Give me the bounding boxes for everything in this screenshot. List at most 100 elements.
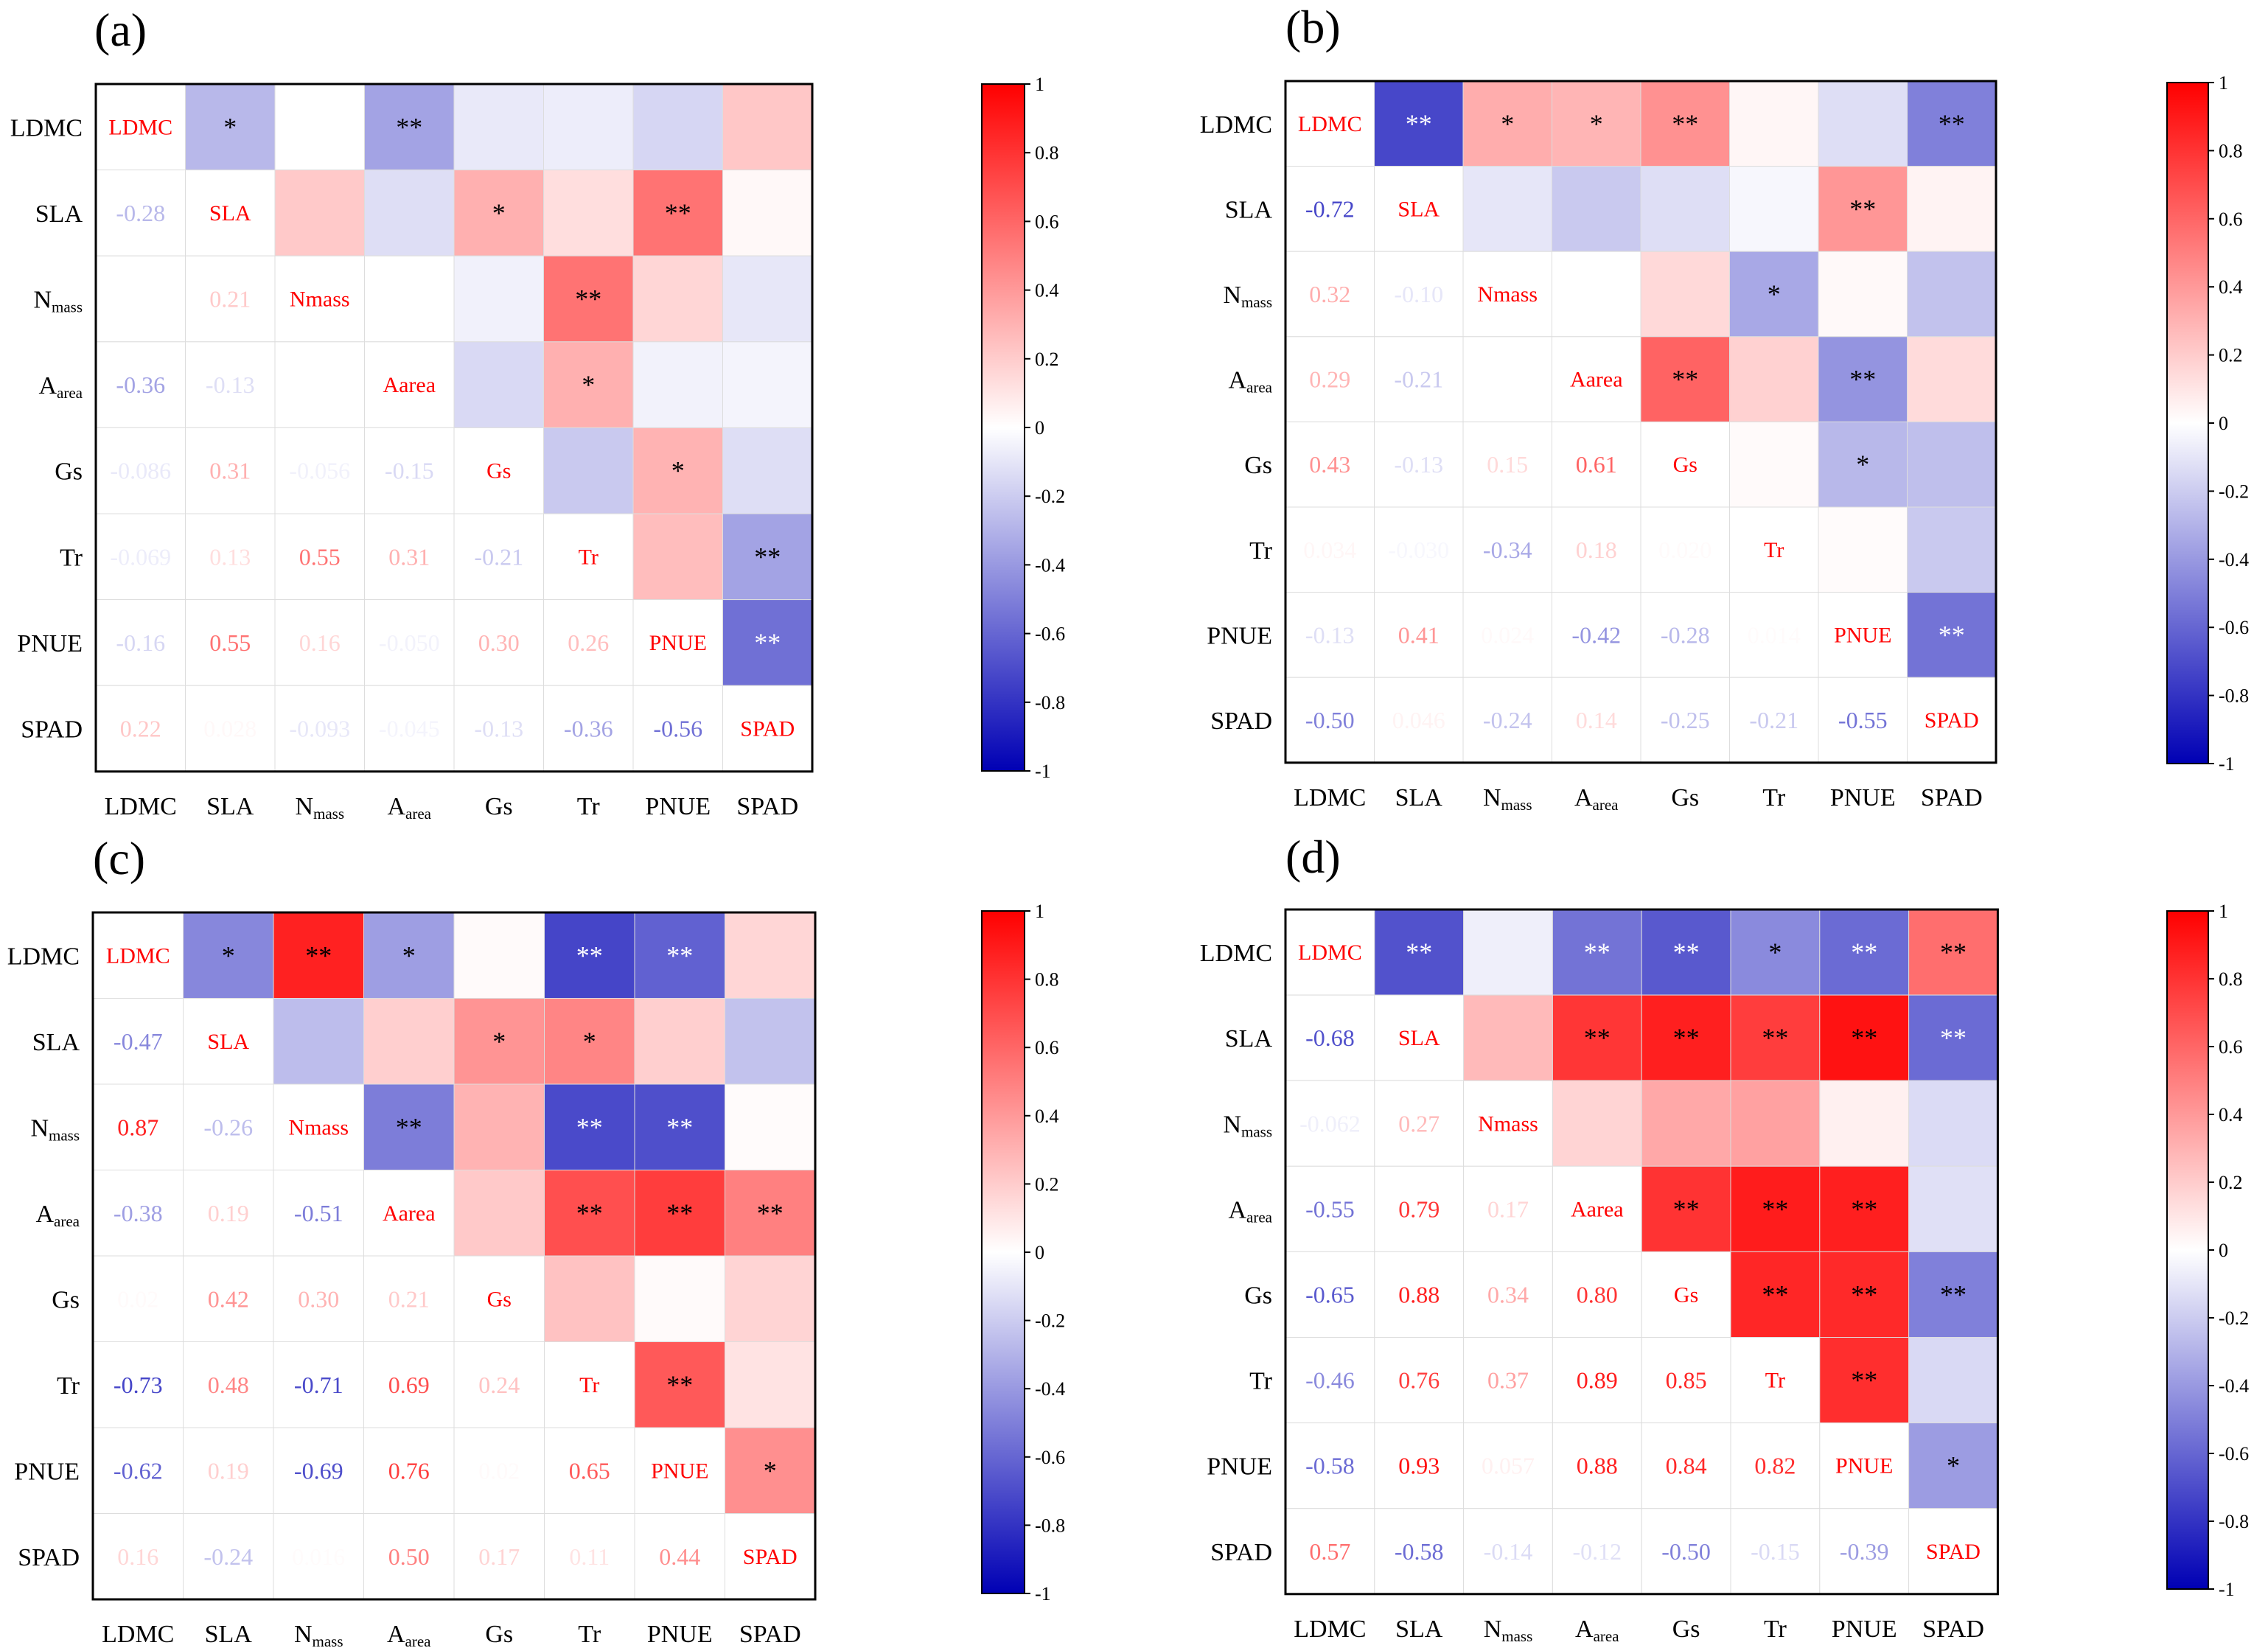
heatmap-cell xyxy=(1818,421,1908,508)
heatmap-cell xyxy=(632,255,723,343)
heatmap-cell xyxy=(1907,592,1997,678)
row-label: PNUE xyxy=(1207,622,1272,649)
value-cell xyxy=(92,1083,184,1170)
correlation-value: -0.58 xyxy=(1395,1538,1444,1565)
heatmap-cell xyxy=(1552,166,1641,252)
column-label: SLA xyxy=(1395,1616,1443,1643)
value-cell xyxy=(1463,1165,1553,1252)
colorbar-tick-label: -0.2 xyxy=(2219,1307,2249,1329)
heatmap-cell xyxy=(722,83,813,171)
correlation-value: -0.73 xyxy=(114,1372,163,1398)
heatmap-cell xyxy=(1374,80,1464,167)
significance-mark: ** xyxy=(1940,1279,1967,1309)
row-label: Tr xyxy=(1249,537,1273,565)
correlation-value: -0.24 xyxy=(1483,707,1532,733)
diagonal-label: Aarea xyxy=(1571,1197,1624,1221)
significance-mark: ** xyxy=(1672,109,1698,139)
colorbar-tick-label: -0.6 xyxy=(1035,1447,1065,1468)
heatmap-cell xyxy=(1729,421,1819,508)
heatmap-cell xyxy=(453,83,544,171)
significance-mark: ** xyxy=(396,1112,422,1142)
column-label: Gs xyxy=(485,793,513,820)
diagonal-label: SLA xyxy=(1398,197,1440,221)
diagonal-cell xyxy=(364,341,455,428)
heatmap-cell xyxy=(1819,1251,1910,1338)
panel-title: (b) xyxy=(1285,1,1341,53)
value-cell xyxy=(1285,1251,1375,1338)
panel-a: (a)LDMC * **-0.28 SLA * **0.21 Nmass **-0.36 -0.… xyxy=(10,4,1065,823)
panel-title: (d) xyxy=(1285,831,1341,883)
correlation-value: 0.16 xyxy=(117,1543,158,1570)
value-cell xyxy=(1552,677,1641,764)
significance-mark: ** xyxy=(1762,1279,1788,1309)
diagonal-cell xyxy=(1374,994,1465,1081)
colorbar-tick-label: 0.8 xyxy=(2219,140,2243,161)
diagonal-label: Tr xyxy=(1765,1369,1785,1393)
significance-mark: * xyxy=(583,1027,596,1056)
diagonal-label: SPAD xyxy=(743,1545,798,1569)
row-label: Aarea xyxy=(1228,367,1272,397)
diagonal-cell xyxy=(1374,166,1464,252)
diagonal-cell xyxy=(1818,592,1908,678)
diagonal-label: LDMC xyxy=(1298,940,1362,965)
value-cell xyxy=(1285,994,1375,1081)
heatmap-cell xyxy=(1462,166,1552,252)
colorbar-tick-label: -0.4 xyxy=(1035,1378,1065,1400)
colorbar-tick-label: 0.4 xyxy=(2219,1104,2243,1125)
correlation-value: -0.056 xyxy=(289,458,350,484)
correlation-value: 0.30 xyxy=(478,629,520,656)
correlation-value: -0.069 xyxy=(110,543,171,570)
correlation-value: -0.13 xyxy=(206,371,255,398)
correlation-value: -0.56 xyxy=(653,716,702,742)
heatmap-cell xyxy=(273,998,364,1085)
correlation-value: 0.65 xyxy=(569,1457,610,1484)
correlation-value: -0.045 xyxy=(379,716,440,742)
diagonal-cell xyxy=(544,1341,635,1428)
correlation-value: -0.50 xyxy=(1661,1538,1711,1565)
heatmap-cell xyxy=(1818,80,1908,167)
correlation-value: -0.030 xyxy=(1388,537,1449,563)
value-cell xyxy=(185,599,276,686)
panel-title: (c) xyxy=(93,832,145,884)
significance-mark: ** xyxy=(754,542,781,571)
diagonal-cell xyxy=(634,1427,725,1514)
column-label: SLA xyxy=(205,1621,253,1648)
correlation-value: -0.12 xyxy=(1572,1538,1622,1565)
heatmap-cell xyxy=(634,1083,725,1170)
column-label: Aarea xyxy=(1575,1616,1619,1645)
correlation-value: 0.55 xyxy=(299,543,341,570)
correlation-value: 0.42 xyxy=(208,1285,249,1312)
value-cell xyxy=(185,255,276,343)
correlation-value: 0.016 xyxy=(292,1543,345,1570)
value-cell xyxy=(1374,1165,1465,1252)
heatmap-cell xyxy=(543,427,634,514)
heatmap-cell xyxy=(453,170,544,256)
heatmap-cell xyxy=(183,912,274,999)
heatmap-cell xyxy=(274,83,365,171)
heatmap-cell xyxy=(544,1255,635,1342)
significance-mark: ** xyxy=(666,940,693,970)
correlation-value: -0.71 xyxy=(294,1372,343,1398)
heatmap-cell xyxy=(1729,166,1819,252)
heatmap-cell xyxy=(634,1255,725,1342)
correlation-value: 0.11 xyxy=(569,1543,610,1570)
correlation-value: 0.034 xyxy=(1303,537,1356,563)
column-label: Nmass xyxy=(1484,1616,1533,1645)
heatmap-cell xyxy=(1908,1337,1998,1424)
colorbar-tick-label: 0.6 xyxy=(1035,211,1059,232)
column-label: Tr xyxy=(1764,1616,1787,1643)
diagonal-label: PNUE xyxy=(1835,1454,1893,1478)
diagonal-label: Tr xyxy=(1764,538,1784,562)
heatmap-cell xyxy=(1552,80,1641,167)
correlation-value: -0.51 xyxy=(294,1200,343,1226)
column-label: SLA xyxy=(206,793,254,820)
heatmap-cell xyxy=(725,912,816,999)
colorbar-tick-label: 0.6 xyxy=(2219,1036,2243,1058)
significance-mark: ** xyxy=(1939,620,1965,649)
significance-mark: * xyxy=(492,1027,506,1056)
heatmap-cell xyxy=(725,1341,816,1428)
heatmap-cell xyxy=(1907,251,1997,338)
correlation-value: 0.87 xyxy=(117,1114,158,1140)
heatmap-cell xyxy=(453,912,545,999)
correlation-value: 0.69 xyxy=(388,1372,430,1398)
